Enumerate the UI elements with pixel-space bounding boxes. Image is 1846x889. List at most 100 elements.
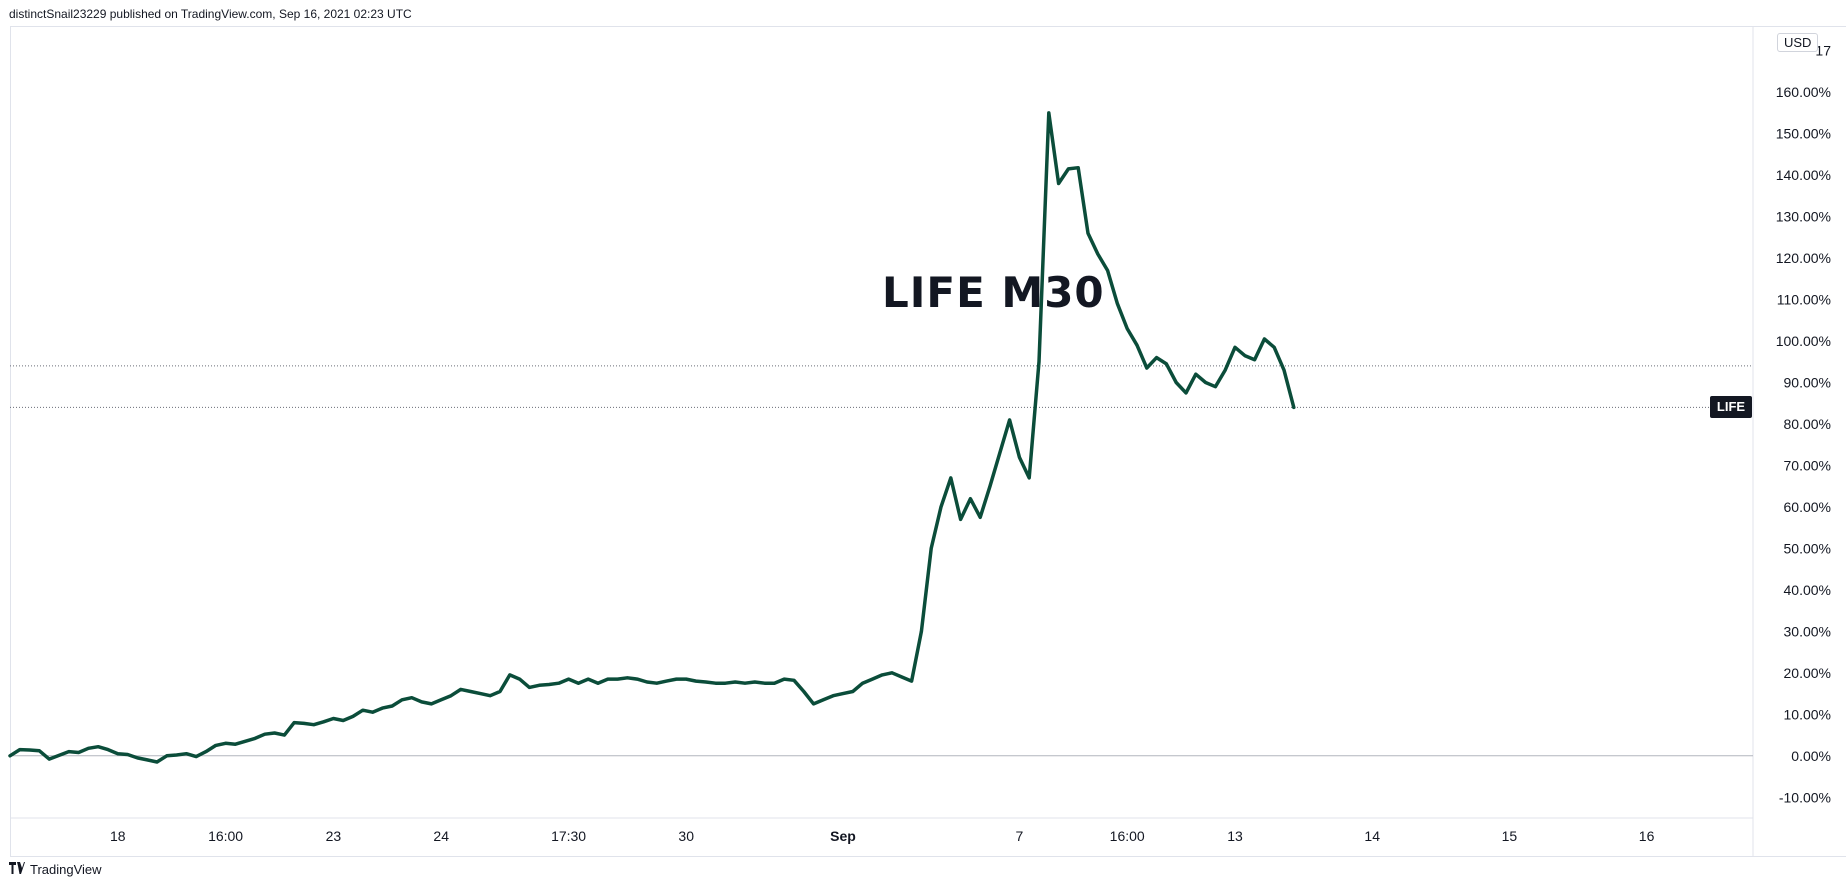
data-point	[254, 737, 256, 740]
data-point	[215, 744, 217, 747]
data-point	[871, 678, 874, 680]
y-tick-label: 130.00%	[1776, 209, 1831, 225]
data-point	[959, 518, 962, 521]
data-point	[754, 681, 756, 683]
data-point	[1273, 346, 1275, 349]
data-point	[38, 750, 41, 752]
y-tick-label: 17	[1815, 43, 1831, 59]
y-tick-label: 40.00%	[1784, 582, 1831, 598]
data-point	[969, 497, 972, 500]
data-point	[1077, 166, 1079, 169]
data-point	[587, 678, 589, 680]
x-tick-label: 13	[1227, 828, 1243, 844]
y-tick-label: 60.00%	[1784, 499, 1831, 515]
footer-brand-label: TradingView	[30, 862, 102, 877]
data-point	[714, 682, 717, 684]
data-point	[126, 753, 129, 756]
data-point	[1244, 354, 1246, 357]
data-point	[646, 681, 648, 683]
data-point	[499, 690, 501, 693]
data-point	[1116, 302, 1119, 305]
data-point	[695, 680, 697, 682]
data-point	[1204, 381, 1207, 384]
data-point	[58, 754, 60, 757]
data-point	[371, 711, 374, 713]
data-point	[910, 680, 913, 682]
data-point	[411, 696, 413, 699]
data-point	[803, 690, 805, 693]
data-point	[999, 452, 1001, 454]
data-point	[420, 701, 423, 703]
series-group	[8, 111, 1296, 764]
data-point	[1028, 477, 1030, 479]
data-point	[273, 732, 276, 734]
y-tick-label: 100.00%	[1776, 333, 1831, 349]
data-point	[1283, 369, 1285, 371]
data-point	[1106, 269, 1109, 272]
data-point	[901, 676, 903, 678]
data-point	[1136, 344, 1138, 347]
y-tick-label: 110.00%	[1777, 292, 1831, 308]
data-point	[322, 721, 325, 723]
data-point	[656, 682, 658, 684]
data-point	[224, 742, 227, 745]
y-tick-label: 90.00%	[1784, 375, 1831, 391]
data-point	[950, 477, 952, 479]
data-point	[1293, 406, 1295, 409]
data-point	[107, 748, 109, 751]
data-point	[48, 758, 50, 760]
data-point	[1126, 327, 1128, 330]
data-point	[352, 715, 354, 718]
x-tick-label: 23	[326, 828, 342, 844]
data-point	[1146, 367, 1148, 369]
data-point	[812, 703, 815, 705]
data-point	[607, 678, 609, 680]
data-point	[1263, 338, 1266, 340]
x-tick-label: 30	[678, 828, 694, 844]
data-point	[479, 692, 482, 695]
footer-brand[interactable]: TradingView	[9, 862, 102, 877]
data-point	[783, 678, 785, 680]
data-point	[1067, 168, 1070, 170]
data-point	[852, 690, 854, 693]
currency-selector-button[interactable]: USD	[1777, 33, 1819, 52]
series-line-life	[8, 111, 1296, 764]
data-point	[577, 682, 580, 684]
y-tick-label: 160.00%	[1776, 84, 1831, 100]
data-point	[891, 672, 893, 674]
data-point	[136, 757, 139, 759]
data-point	[1048, 112, 1050, 114]
data-point	[979, 516, 981, 519]
data-point	[930, 547, 932, 550]
data-point	[538, 684, 540, 687]
y-tick-label: -10.00%	[1779, 789, 1831, 805]
data-point	[558, 682, 560, 684]
y-tick-label: 0.00%	[1791, 748, 1831, 764]
data-point	[97, 745, 99, 748]
data-point	[509, 674, 511, 676]
data-point	[19, 748, 21, 751]
x-tick-label: 7	[1016, 828, 1024, 844]
data-point	[156, 761, 158, 763]
data-point	[117, 752, 119, 755]
publish-note: distinctSnail23229 published on TradingV…	[9, 7, 412, 21]
data-point	[460, 688, 462, 691]
data-point	[1038, 361, 1040, 363]
data-point	[303, 722, 305, 725]
data-point	[724, 682, 727, 684]
data-point	[401, 699, 403, 701]
x-tick-label: 16	[1639, 828, 1655, 844]
data-point	[293, 721, 296, 724]
data-point	[636, 678, 638, 680]
y-tick-label: 20.00%	[1784, 665, 1831, 681]
data-point	[234, 743, 237, 745]
data-point	[430, 703, 433, 705]
x-tick-label: 16:00	[208, 828, 243, 844]
chart-pane[interactable]	[10, 26, 1846, 857]
data-point	[1234, 346, 1236, 349]
data-point	[881, 674, 883, 676]
data-point	[391, 705, 394, 707]
data-point	[264, 733, 266, 735]
data-point	[518, 678, 521, 680]
